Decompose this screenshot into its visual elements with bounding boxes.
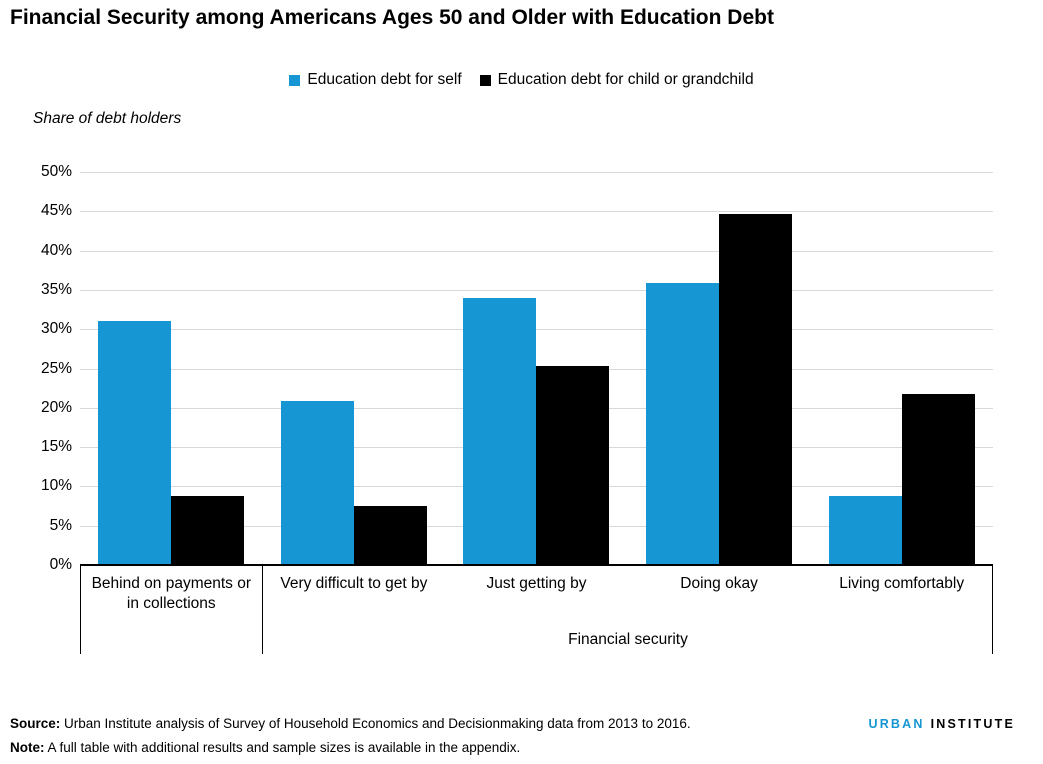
bar-child: [536, 366, 610, 565]
source-line: Source: Urban Institute analysis of Surv…: [10, 712, 691, 736]
y-tick-label: 35%: [40, 280, 72, 298]
category-label: Behind on payments or in collections: [91, 575, 251, 612]
bar-self: [828, 496, 902, 565]
x-axis-line: [80, 564, 993, 566]
y-tick-label: 10%: [40, 477, 72, 495]
bar-child: [353, 506, 427, 565]
gridline: [80, 289, 993, 291]
bar-self: [646, 283, 720, 565]
bar-group: [263, 172, 446, 565]
gridline: [80, 250, 993, 252]
category-labels: Behind on payments or in collections Very…: [80, 574, 993, 614]
bar-self: [98, 321, 172, 565]
legend-swatch-child-icon: [479, 74, 491, 86]
bar-groups: [80, 172, 993, 565]
logo-urban-text: URBAN: [868, 717, 925, 731]
legend-item-child: Education debt for child or grandchild: [479, 71, 754, 89]
y-tick-label: 30%: [40, 320, 72, 338]
legend-item-self: Education debt for self: [289, 71, 462, 89]
source-label: Source:: [10, 716, 61, 731]
urban-institute-logo: URBAN INSTITUTE: [868, 717, 1015, 731]
bar-group: [445, 172, 628, 565]
bar-child: [719, 214, 793, 565]
y-tick-label: 5%: [49, 516, 72, 534]
gridline: [80, 329, 993, 331]
y-tick-label: 50%: [40, 163, 72, 180]
legend-label-child: Education debt for child or grandchild: [497, 71, 754, 88]
page-title: Financial Security among Americans Ages …: [10, 6, 774, 29]
axis-border-mid: [262, 566, 263, 654]
category-label: Just getting by: [486, 575, 587, 592]
bar-self: [463, 298, 537, 565]
source-text: Urban Institute analysis of Survey of Ho…: [60, 716, 691, 731]
bar-self: [280, 401, 354, 565]
logo-institute-text: INSTITUTE: [930, 717, 1015, 731]
gridline: [80, 172, 993, 173]
x-axis-title: Financial security: [568, 631, 688, 648]
y-tick-label: 25%: [40, 359, 72, 377]
y-tick-label: 40%: [40, 241, 72, 259]
footer: Source: Urban Institute analysis of Surv…: [10, 712, 691, 760]
y-tick-label: 20%: [40, 398, 72, 416]
legend: Education debt for self Education debt f…: [0, 71, 1043, 89]
bar-group: [810, 172, 993, 565]
note-label: Note:: [10, 740, 45, 755]
y-axis-note: Share of debt holders: [33, 110, 182, 127]
bar-group: [80, 172, 263, 565]
legend-label-self: Education debt for self: [307, 71, 462, 88]
y-tick-label: 15%: [40, 438, 72, 456]
gridline: [80, 211, 993, 213]
legend-swatch-self-icon: [289, 74, 301, 86]
category-label: Living comfortably: [839, 575, 965, 592]
note-line: Note: A full table with additional resul…: [10, 736, 691, 760]
plot-area: [80, 172, 993, 565]
category-label: Doing okay: [680, 575, 758, 592]
note-text: A full table with additional results and…: [44, 740, 521, 755]
bar-group: [628, 172, 811, 565]
y-tick-label: 45%: [40, 202, 72, 220]
bar-child: [901, 394, 975, 565]
axis-border-right: [992, 566, 993, 654]
bar-child: [171, 496, 245, 565]
y-tick-label: 0%: [49, 556, 72, 573]
category-label: Very difficult to get by: [280, 575, 428, 592]
axis-border-left: [80, 566, 81, 654]
